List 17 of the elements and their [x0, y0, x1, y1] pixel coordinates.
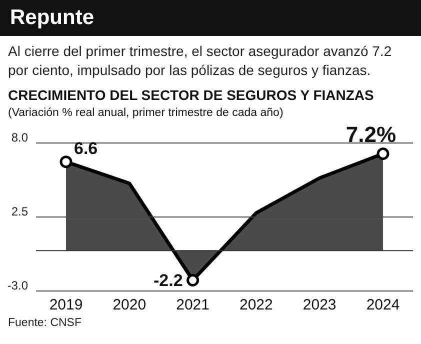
data-label: -2.2	[154, 271, 183, 290]
data-label: 6.6	[74, 138, 98, 158]
x-tick-label: 2020	[112, 296, 146, 314]
chart-subtitle: Al cierre del primer trimestre, el sector asegurador avanzó 7.2 por ciento, impulsado por las pólizas de seguros y fianzas.	[7, 42, 393, 80]
x-tick-label: 2019	[49, 296, 83, 314]
x-tick-label: 2021	[176, 296, 210, 314]
text: CRECIMIENTO DEL SECTOR DE SEGUROS Y FIANZAS	[7, 86, 375, 105]
y-tick-label: 8.0	[11, 130, 28, 144]
y-tick-label: 2.5	[11, 204, 28, 218]
y-tick-label: -3.0	[7, 278, 28, 292]
x-tick-label: 2023	[302, 296, 336, 314]
source-note: Fuente: CNSF	[7, 317, 82, 329]
x-tick-label: 2022	[240, 296, 273, 314]
chart-title: Repunte	[0, 0, 421, 36]
text: (Variación % real anual, primer trimestre de cada año)	[7, 106, 284, 121]
data-label: 7.2%	[346, 122, 396, 147]
x-tick-label: 2024	[366, 296, 400, 314]
